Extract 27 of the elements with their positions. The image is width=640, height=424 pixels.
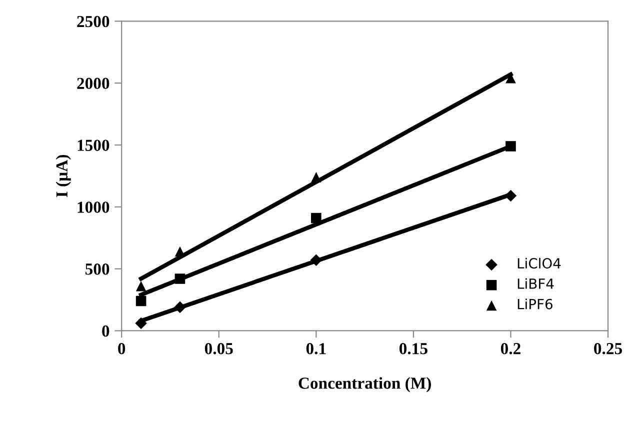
x-tick-label: 0.05 [204,343,233,354]
point [136,281,146,292]
x-tick-label: 0.15 [399,343,428,354]
point [311,172,322,182]
legend-label: LiBF4 [518,278,554,289]
point [506,141,516,152]
y-tick-label: 500 [85,264,110,275]
point [136,296,146,306]
x-tick-label: 0.25 [594,343,622,354]
y-tick-label: 2000 [77,78,110,90]
point [174,246,186,257]
x-tick-label: 0.2 [500,343,520,354]
y-tick-label: 2500 [77,16,110,28]
point [135,317,147,330]
point [174,274,186,284]
legend-label: LiClO4 [518,258,561,269]
y-tick-label: 1000 [78,202,110,213]
y-tick-label: 0 [102,325,110,337]
point [310,254,322,266]
x-axis-title: Concentration (M) [298,377,431,392]
point [174,301,186,314]
legend-label: LiPF6 [518,298,552,310]
y-tick-label: 1500 [78,140,110,151]
x-tick-label: 0 [118,343,126,354]
y-axis-title: I (µA) [56,154,71,198]
x-tick-label: 0.1 [306,343,326,354]
point [311,212,322,224]
